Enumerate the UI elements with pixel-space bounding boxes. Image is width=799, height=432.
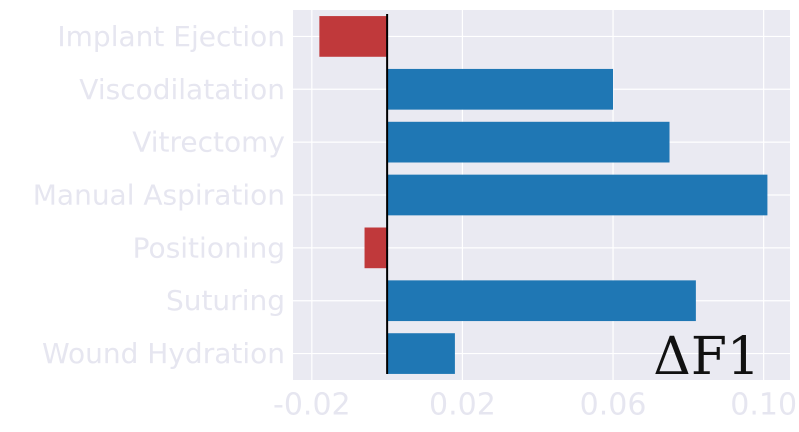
category-label: Suturing bbox=[166, 284, 285, 317]
x-tick-label: 0.06 bbox=[580, 388, 647, 423]
x-tick-label: 0.02 bbox=[429, 388, 496, 423]
bar-positioning bbox=[364, 227, 388, 269]
x-tick-labels: -0.02 0.02 0.06 0.10 bbox=[273, 388, 797, 423]
category-label: Viscodilatation bbox=[79, 73, 285, 106]
bar-vitrectomy bbox=[387, 121, 670, 163]
bar-suturing bbox=[387, 280, 696, 322]
bar-implant-ejection bbox=[319, 16, 388, 57]
x-tick-label: -0.02 bbox=[273, 388, 351, 423]
category-labels: Implant Ejection Viscodilatation Vitrectom… bbox=[33, 20, 285, 370]
category-label: Wound Hydration bbox=[42, 337, 285, 370]
bar-wound-hydration bbox=[387, 333, 455, 374]
bar-viscodilatation bbox=[387, 68, 614, 110]
category-label: Positioning bbox=[133, 231, 285, 264]
category-label: Implant Ejection bbox=[57, 20, 285, 53]
bars bbox=[319, 16, 768, 374]
bar-manual-aspiration bbox=[387, 174, 768, 216]
category-label: Manual Aspiration bbox=[33, 179, 285, 212]
x-tick-label: 0.10 bbox=[730, 388, 797, 423]
category-label: Vitrectomy bbox=[132, 126, 285, 159]
delta-f1-annotation: ΔF1 bbox=[653, 327, 760, 387]
